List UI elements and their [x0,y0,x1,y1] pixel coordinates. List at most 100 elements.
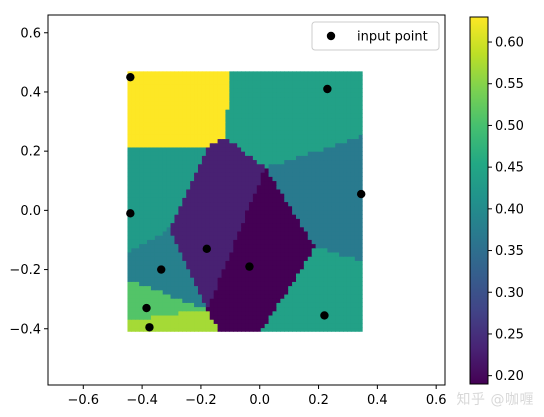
heatmap-cell [335,235,340,240]
heatmap-cell [166,268,172,274]
heatmap-cell [217,272,223,278]
heatmap-cell [292,184,297,190]
heatmap-cell [268,134,274,140]
heatmap-cell [139,159,144,165]
heatmap-cell [174,193,179,198]
heatmap-cell [237,193,242,198]
heatmap-cell [299,256,305,261]
heatmap-cell [248,180,254,186]
heatmap-cell [284,260,289,266]
heatmap-cell [346,285,352,291]
heatmap-cell [205,256,211,261]
heatmap-cell [245,323,250,329]
heatmap-cell [194,167,199,173]
heatmap-cell [280,163,285,169]
heatmap-cell [354,71,360,77]
heatmap-cell [186,142,191,148]
heatmap-cell [162,251,168,257]
heatmap-cell [233,293,238,299]
heatmap-cell [217,310,223,316]
heatmap-cell [186,319,191,324]
heatmap-cell [268,201,274,207]
heatmap-cell [358,197,363,203]
heatmap-cell [209,277,215,282]
heatmap-cell [205,180,211,186]
heatmap-cell [166,71,172,77]
heatmap-cell [197,214,203,219]
heatmap-cell [268,184,274,190]
heatmap-cell [150,197,156,203]
heatmap-cell [327,247,332,253]
heatmap-cell [350,109,356,114]
heatmap-cell [288,188,293,194]
heatmap-cell [225,184,230,190]
heatmap-cell [354,88,360,93]
heatmap-cell [311,226,317,232]
heatmap-cell [135,184,140,190]
heatmap-cell [299,125,305,131]
heatmap-cell [276,109,281,114]
heatmap-cell [241,201,246,207]
heatmap-cell [217,239,223,245]
heatmap-cell [339,146,344,152]
heatmap-cell [315,277,321,282]
heatmap-cell [327,134,332,140]
heatmap-cell [358,264,363,270]
heatmap-cell [241,218,246,224]
heatmap-cell [319,125,325,131]
heatmap-cell [245,117,250,123]
heatmap-cell [217,197,223,203]
heatmap-cell [178,285,183,291]
heatmap-cell [323,96,328,102]
heatmap-cell [166,109,172,114]
heatmap-cell [194,121,199,127]
heatmap-cell [299,134,305,140]
heatmap-cell [280,100,285,106]
heatmap-cell [147,117,152,123]
heatmap-cell [327,130,332,135]
heatmap-cell [272,298,277,303]
heatmap-cell [135,260,140,266]
heatmap-cell [194,125,199,131]
heatmap-cell [209,75,215,81]
heatmap-cell [162,314,168,320]
heatmap-cell [182,146,187,152]
heatmap-cell [245,176,250,182]
heatmap-cell [327,79,332,85]
heatmap-cell [248,319,254,324]
heatmap-cell [272,151,277,156]
heatmap-cell [346,109,352,114]
heatmap-cell [292,151,297,156]
heatmap-cell [154,96,160,102]
x-axis: −0.6 −0.4 −0.2 0.0 0.2 0.4 0.6 [67,385,447,408]
heatmap-cell [194,205,199,211]
heatmap-cell [158,272,164,278]
heatmap-cell [315,104,321,110]
heatmap-cell [127,243,132,249]
heatmap-cell [150,75,156,81]
heatmap-cell [217,155,223,161]
heatmap-cell [221,293,227,299]
colorbar-tick-label: 0.45 [495,161,524,176]
heatmap-cell [225,285,230,291]
heatmap-cell [241,264,246,270]
heatmap-cell [264,88,270,93]
heatmap-cell [284,285,289,291]
heatmap-cell [178,92,183,98]
heatmap-cell [343,109,348,114]
heatmap-cell [339,188,344,194]
heatmap-cell [170,121,176,127]
heatmap-cell [358,167,363,173]
heatmap-cell [127,180,132,186]
heatmap-cell [201,214,207,219]
heatmap-cell [154,285,160,291]
heatmap-cell [307,142,313,148]
heatmap-cell [323,268,328,274]
heatmap-cell [354,176,360,182]
heatmap-cell [284,117,289,123]
heatmap-cell [323,327,328,332]
heatmap-cell [252,260,258,266]
heatmap-cell [303,75,309,81]
heatmap-cell [233,188,238,194]
heatmap-cell [209,327,215,332]
